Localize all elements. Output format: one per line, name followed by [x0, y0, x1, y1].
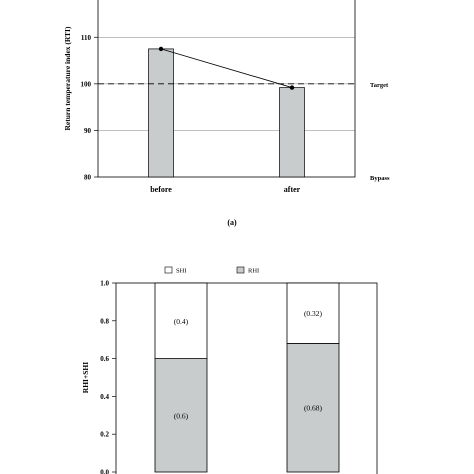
b-legend-label-shi: SHI: [176, 268, 186, 275]
a-subplot-label: (a): [227, 218, 237, 227]
b-y-tick-label: 0.2: [100, 431, 109, 439]
a-trend-line: [160, 48, 293, 88]
a-trend-point: [289, 85, 295, 90]
a-bar: [148, 48, 174, 178]
a-target-label: Target: [370, 82, 389, 89]
a-grid-lines: [98, 36, 355, 131]
b-y-tick-label: 0.4: [100, 393, 109, 401]
b-y-ticks: 0.0 0.2 0.4 0.6 0.8 1.0: [100, 280, 116, 474]
b-legend-swatch-rhi: [236, 266, 245, 274]
b-y-axis-label: RHI+SHI: [81, 362, 90, 393]
a-y-tick-label: 80: [84, 174, 92, 182]
b-bar-segment: [154, 282, 208, 359]
a-y-tick-label: 90: [84, 127, 92, 135]
b-bar-segment: [286, 343, 340, 473]
b-legend: SHI RHI: [164, 266, 259, 275]
a-category-label-after: after: [284, 185, 301, 194]
b-legend-label-rhi: RHI: [248, 268, 259, 275]
b-y-tick-label: 1.0: [100, 280, 109, 288]
a-category-label-before: before: [150, 185, 172, 194]
chart-b: SHI RHI 0.00.20.40.60.81.0 (0.6) (0.68) …: [81, 266, 378, 474]
a-plot-frame: [97, 0, 356, 178]
a-y-tick-label: 110: [81, 34, 92, 42]
a-bar: [279, 87, 305, 178]
a-bars: [148, 48, 305, 178]
a-trend-point: [158, 46, 164, 52]
b-data-label: (0.68): [304, 404, 323, 413]
b-data-label: (0.32): [304, 309, 323, 318]
b-y-tick-label: 0.8: [100, 317, 109, 325]
a-trend-points: [158, 46, 295, 90]
a-y-tick-label: 100: [81, 80, 92, 88]
b-legend-swatch-shi: [164, 266, 173, 274]
b-y-tick-label: 0.0: [100, 469, 109, 474]
b-data-label: (0.4): [174, 317, 189, 326]
a-y-ticks: 80 90 100 110: [81, 34, 98, 182]
b-stacked-bars: [154, 282, 340, 473]
chart-a: 80 90 100 110 Target Bypass before after Re…: [63, 0, 390, 227]
b-bar-segment: [286, 282, 340, 344]
b-data-label: (0.6): [174, 411, 189, 420]
b-plot-frame: [115, 282, 378, 474]
b-y-tick-label: 0.6: [100, 355, 109, 363]
a-bypass-label: Bypass: [370, 175, 390, 182]
a-y-axis-label: Return temperature index (RTI): [63, 26, 72, 130]
